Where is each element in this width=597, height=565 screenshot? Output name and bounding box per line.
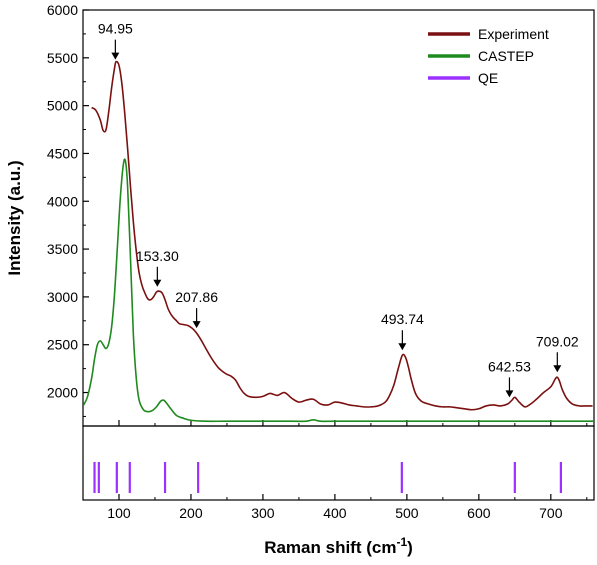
y-tick-label: 2000 <box>47 385 78 401</box>
annotation-label: 207.86 <box>175 289 218 305</box>
series-lines <box>83 60 594 423</box>
annotation-label: 94.95 <box>98 21 133 37</box>
y-tick-label: 4500 <box>47 145 78 161</box>
x-tick-label: 700 <box>539 505 563 521</box>
x-tick-label: 400 <box>323 505 347 521</box>
legend-label-qe: QE <box>478 70 498 86</box>
annotation-label: 642.53 <box>488 358 531 374</box>
x-tick-label: 500 <box>395 505 419 521</box>
peak-annotation: 153.30 <box>136 248 179 287</box>
annotation-label: 153.30 <box>136 248 179 264</box>
series-line-experiment <box>91 60 593 411</box>
y-tick-label: 5500 <box>47 50 78 66</box>
y-tick-label: 6000 <box>47 2 78 18</box>
peak-annotation: 94.95 <box>98 21 133 60</box>
legend: Experiment CASTEP QE <box>428 26 549 86</box>
annotation-arrow-head <box>505 390 514 398</box>
annotation-label: 493.74 <box>381 311 424 327</box>
legend-label-castep: CASTEP <box>478 48 534 64</box>
x-tick-label: 200 <box>179 505 203 521</box>
y-tick-label: 3000 <box>47 289 78 305</box>
peak-annotation: 642.53 <box>488 358 531 398</box>
y-tick-label: 5000 <box>47 98 78 114</box>
y-tick-label: 3500 <box>47 241 78 257</box>
annotation-arrow-head <box>192 321 201 329</box>
x-axis-title-sup: -1 <box>396 535 407 549</box>
y-axis-title: Intensity (a.u.) <box>5 160 24 275</box>
annotation-arrow-head <box>398 343 407 351</box>
y-tick-label: 4000 <box>47 193 78 209</box>
peak-annotation: 709.02 <box>536 333 579 373</box>
x-tick-label: 600 <box>467 505 491 521</box>
main-panel: 2000 2500 3000 3500 4000 4500 5000 5500 6000 94.9… <box>47 2 595 427</box>
y-tick-label: 2500 <box>47 337 78 353</box>
annotation-arrow-head <box>553 365 562 373</box>
x-tick-label: 100 <box>107 505 131 521</box>
lower-plot-frame <box>82 425 595 501</box>
legend-label-experiment: Experiment <box>478 26 549 42</box>
x-axis-title-end: ) <box>407 538 413 557</box>
x-axis-title: Raman shift (cm-1) <box>264 535 413 557</box>
qe-panel: 100 200 300 400 500 600 700 <box>82 425 595 521</box>
annotation-arrow-head <box>153 279 162 287</box>
annotation-arrow-head <box>111 52 120 60</box>
peak-annotation: 207.86 <box>175 289 218 329</box>
peak-annotation: 493.74 <box>381 311 424 351</box>
x-tick-label: 300 <box>251 505 275 521</box>
series-line-castep <box>83 158 594 423</box>
x-axis-title-main: Raman shift (cm <box>264 538 396 557</box>
annotation-label: 709.02 <box>536 333 579 349</box>
